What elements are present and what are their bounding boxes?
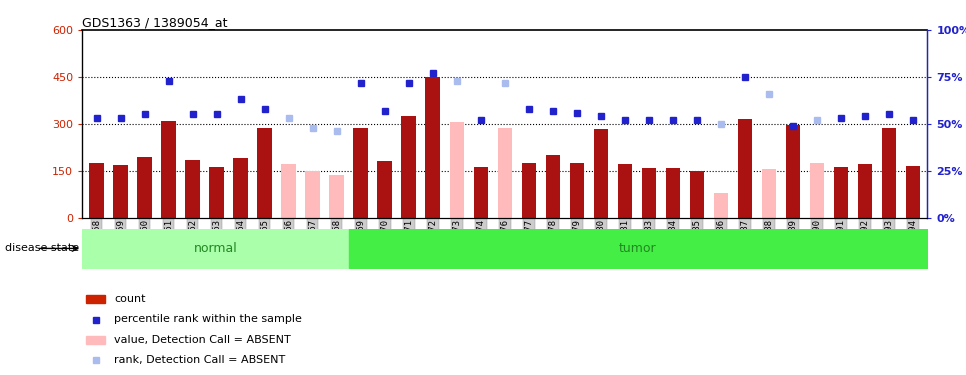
Bar: [473, 166, 488, 218]
Bar: [738, 119, 753, 218]
Text: GDS1363 / 1389054_at: GDS1363 / 1389054_at: [82, 16, 228, 29]
Text: rank, Detection Call = ABSENT: rank, Detection Call = ABSENT: [114, 355, 286, 365]
Bar: [378, 161, 392, 218]
Bar: [137, 157, 152, 218]
Bar: [906, 166, 921, 218]
Bar: [810, 163, 824, 218]
Bar: [785, 125, 800, 218]
Bar: [834, 166, 848, 218]
Bar: [666, 168, 680, 217]
Bar: [113, 165, 128, 218]
Bar: [546, 155, 560, 218]
Text: disease state: disease state: [5, 243, 79, 253]
Bar: [354, 128, 368, 217]
Bar: [858, 164, 872, 218]
Bar: [522, 163, 536, 218]
Bar: [714, 192, 728, 217]
Bar: [161, 121, 176, 218]
Bar: [234, 158, 248, 218]
Bar: [761, 169, 776, 217]
Bar: [281, 164, 296, 218]
Bar: [305, 171, 320, 217]
Bar: [86, 336, 105, 344]
Bar: [449, 122, 464, 218]
Text: normal: normal: [193, 242, 238, 255]
Bar: [86, 295, 105, 303]
Bar: [329, 176, 344, 217]
Bar: [402, 116, 416, 218]
Text: percentile rank within the sample: percentile rank within the sample: [114, 315, 302, 324]
Bar: [89, 163, 103, 218]
Bar: [617, 164, 632, 218]
Bar: [641, 168, 656, 217]
Bar: [690, 171, 704, 217]
Text: tumor: tumor: [619, 242, 657, 255]
Bar: [570, 163, 584, 218]
Bar: [210, 166, 224, 218]
Bar: [425, 77, 440, 218]
Bar: [497, 128, 512, 217]
Text: value, Detection Call = ABSENT: value, Detection Call = ABSENT: [114, 335, 291, 345]
Bar: [185, 160, 200, 218]
Text: count: count: [114, 294, 146, 304]
Bar: [257, 128, 271, 218]
Bar: [882, 128, 896, 217]
Bar: [593, 129, 608, 218]
